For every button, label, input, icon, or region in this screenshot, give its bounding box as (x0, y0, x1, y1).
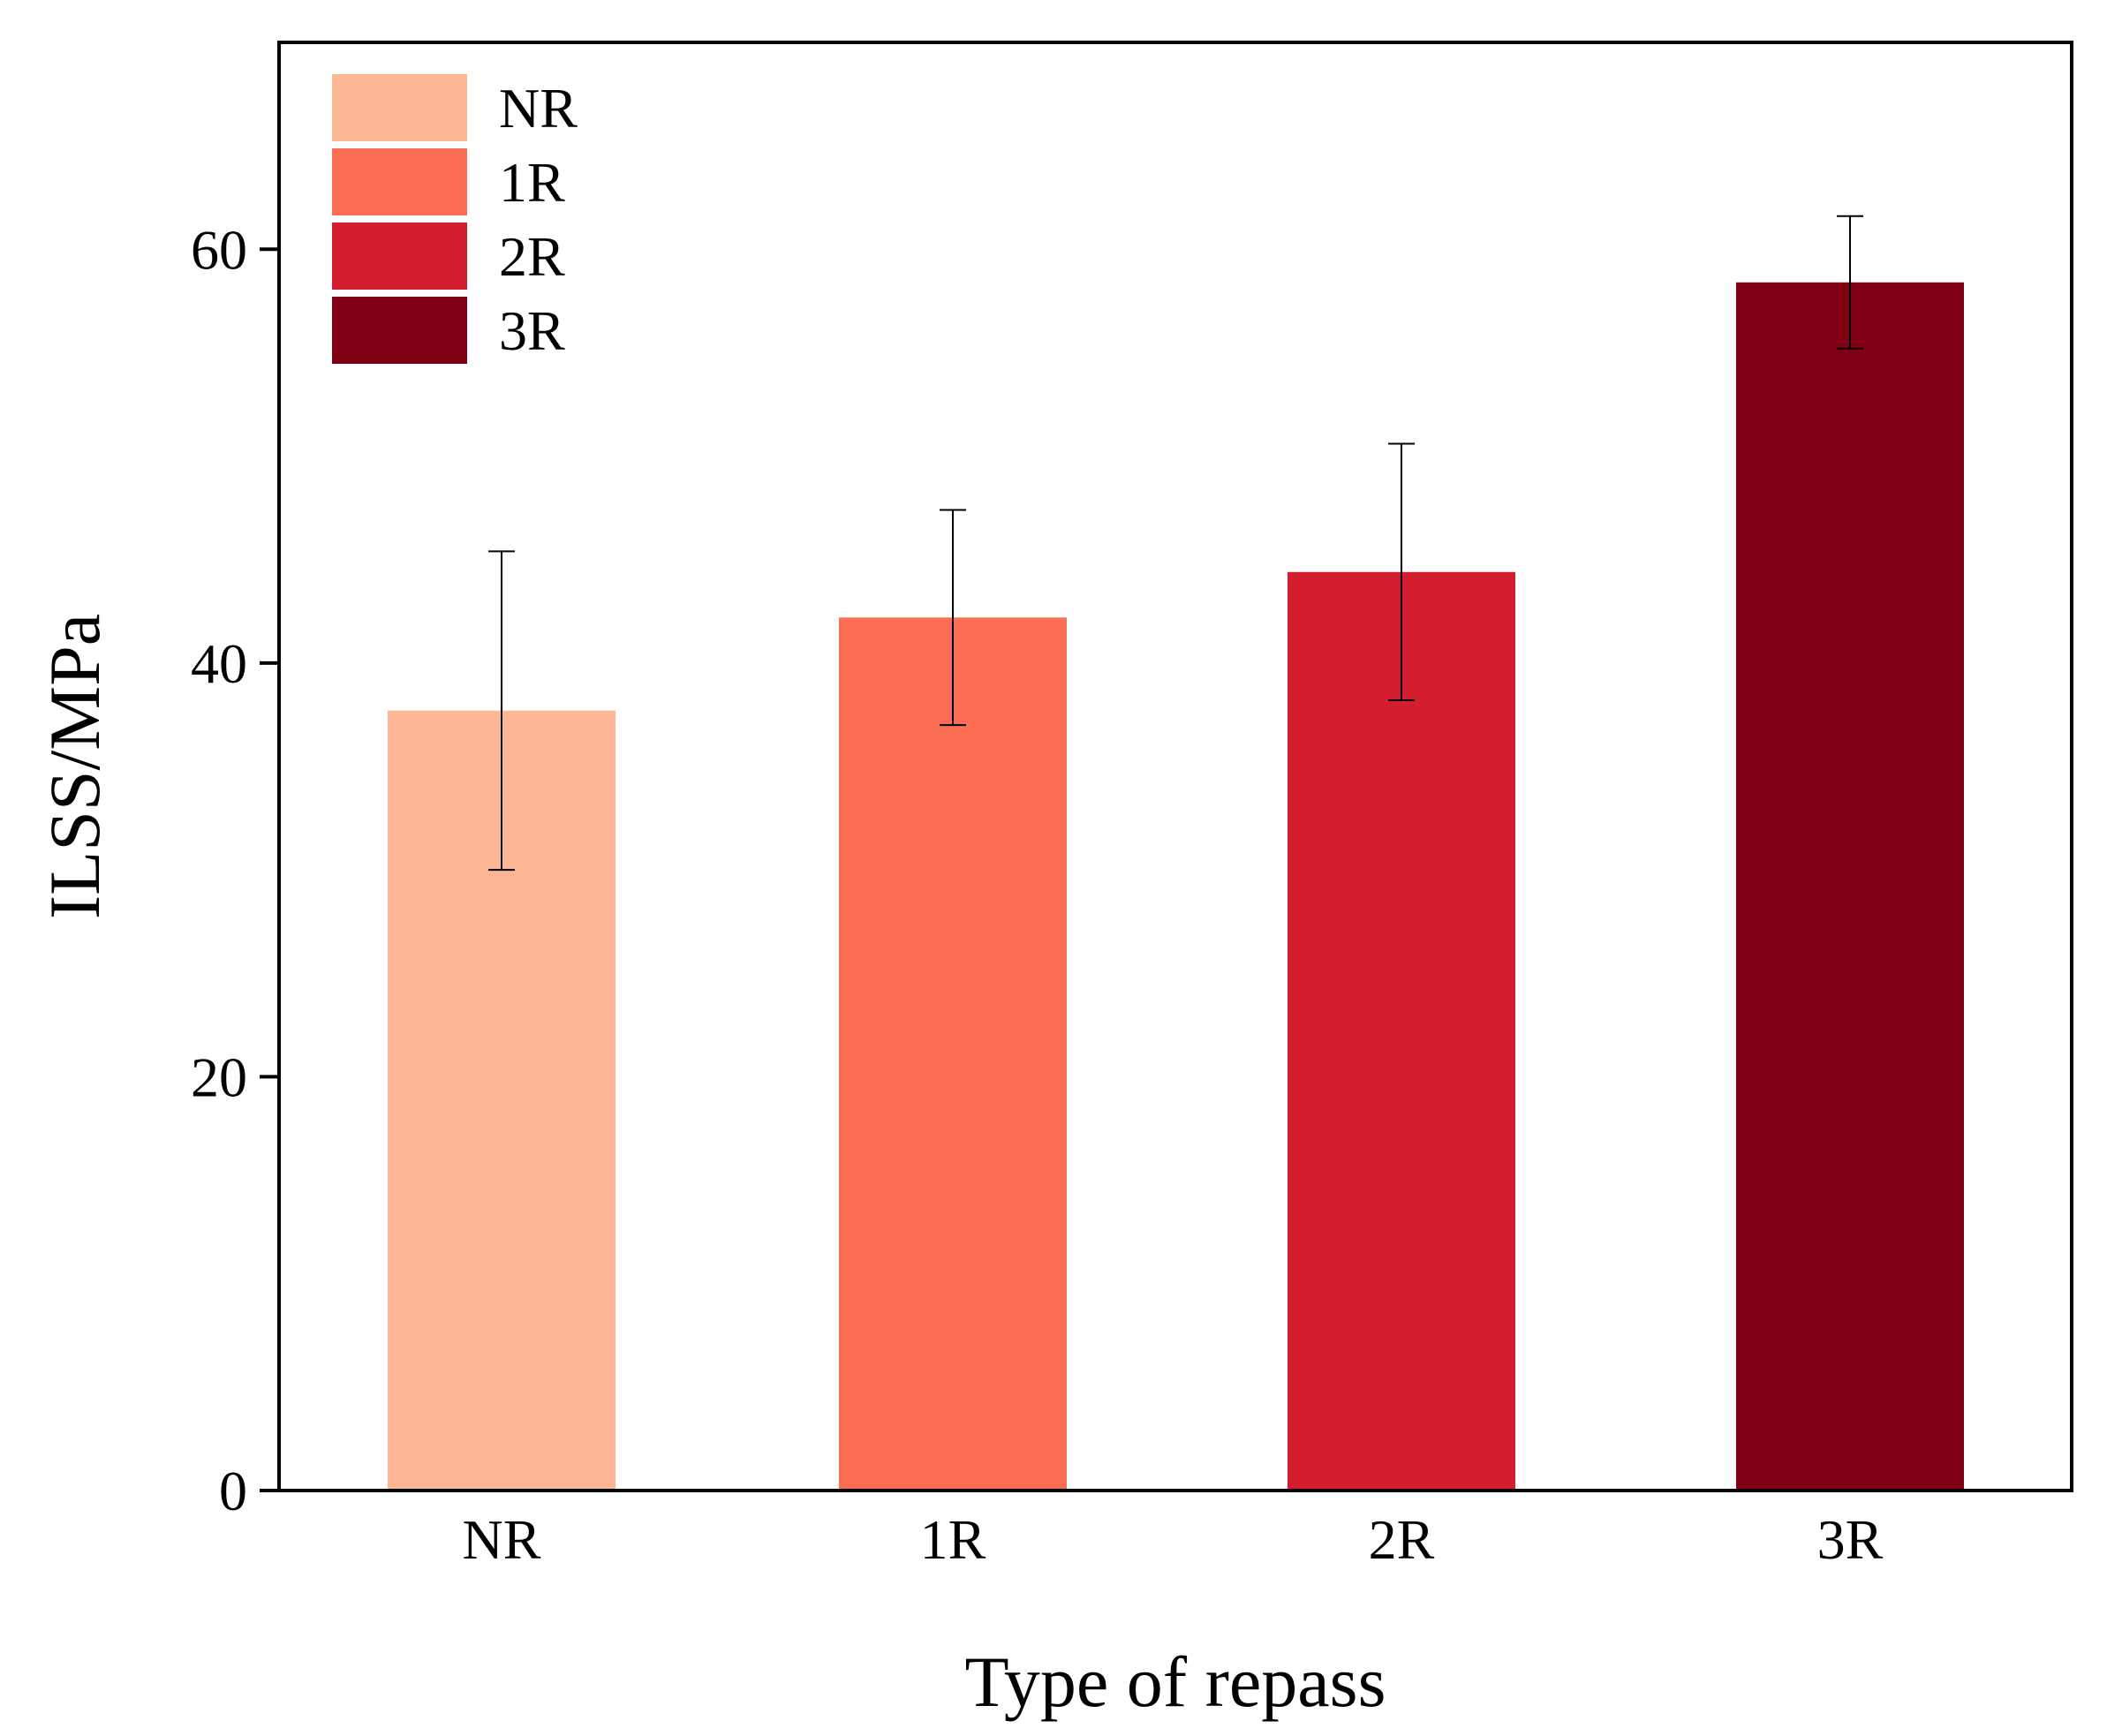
legend-entry-2r: 2R (332, 223, 565, 290)
legend-label: 3R (499, 299, 565, 362)
legend-swatch (332, 297, 467, 364)
y-tick-label: 60 (191, 218, 247, 281)
bar-2r (1288, 571, 1515, 1491)
y-tick-label: 0 (219, 1460, 247, 1522)
x-tick-label: 3R (1817, 1508, 1884, 1571)
x-axis-title: Type of repass (965, 1642, 1386, 1722)
legend-label: 2R (499, 225, 565, 288)
y-axis-title: ILSS/MPa (34, 614, 115, 919)
x-tick-label: 2R (1369, 1508, 1435, 1571)
x-tick-label: NR (463, 1508, 541, 1571)
error-bar-1r (940, 509, 966, 727)
plot-frame (277, 41, 2073, 1492)
x-axis: NR 1R 2R 3R (463, 1508, 1884, 1571)
bar-3r (1736, 282, 1964, 1491)
legend: NR 1R 2R 3R (332, 74, 578, 364)
error-bars-layer (488, 215, 1863, 872)
legend-entry-3r: 3R (332, 297, 565, 364)
legend-label: 1R (499, 151, 565, 214)
legend-swatch (332, 74, 467, 141)
error-bar-3r (1837, 215, 1863, 350)
legend-swatch (332, 148, 467, 215)
y-tick-label: 40 (191, 632, 247, 695)
error-bar-nr (488, 550, 515, 872)
x-tick-label: 1R (920, 1508, 986, 1571)
y-axis: 0 20 40 60 (191, 218, 279, 1522)
bar-1r (839, 617, 1067, 1491)
y-tick-label: 20 (191, 1045, 247, 1108)
bars-layer (388, 282, 1964, 1491)
error-bar-2r (1388, 442, 1415, 702)
legend-entry-1r: 1R (332, 148, 565, 215)
legend-label: NR (499, 77, 578, 140)
legend-swatch (332, 223, 467, 290)
legend-entry-nr: NR (332, 74, 578, 141)
